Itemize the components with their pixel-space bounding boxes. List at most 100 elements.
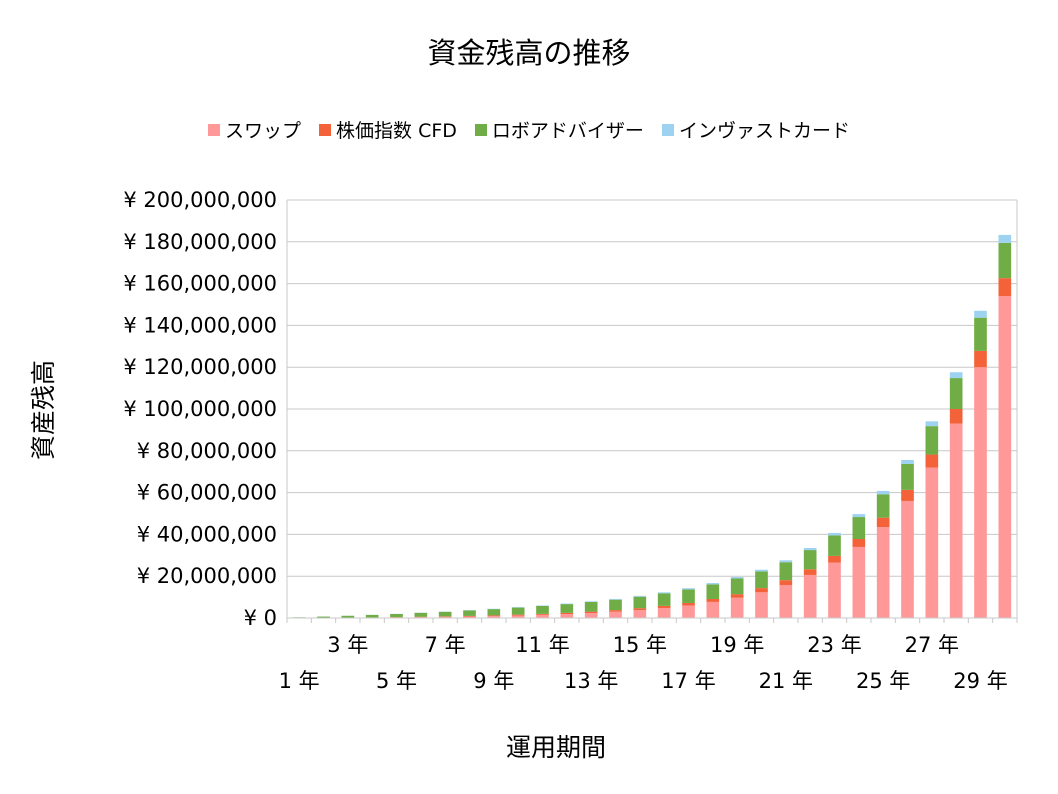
bar-3 [438,611,452,617]
bar-1 [949,423,963,618]
bar-1 [487,616,501,618]
x-tick-label: 1 年 [279,669,320,693]
bar-2 [706,598,720,602]
bar-4 [901,459,914,464]
bar-3 [536,605,549,614]
bar-1 [536,614,549,618]
bar-3 [463,610,476,616]
x-tick-label: 7 年 [425,633,466,657]
x-tick-label: 11 年 [515,633,569,657]
y-tick-label: ¥ 180,000,000 [123,230,277,254]
y-axis-label: 資産残高 [29,359,58,460]
y-tick-label: ¥ 160,000,000 [123,272,277,296]
bar-2 [584,611,598,613]
x-tick-label: 5 年 [376,669,417,693]
bar-2 [974,350,987,368]
bar-1 [828,562,841,618]
bar-4 [852,514,866,518]
bar-1 [584,612,598,618]
bar-4 [949,372,963,379]
bar-1 [511,615,525,618]
y-tick-label: ¥ 40,000,000 [137,522,277,546]
bar-3 [682,589,695,603]
x-tick-label: 15 年 [613,633,667,657]
x-tick-label: 3 年 [327,633,368,657]
bar-2 [511,614,525,616]
bar-3 [390,613,403,618]
bar-1 [609,611,622,618]
bar-3 [609,599,622,611]
bar-2 [779,580,793,585]
bar-4 [755,569,768,572]
legend-item: インヴァストカード [661,116,850,143]
bar-1 [876,527,890,618]
bar-1 [463,616,476,618]
legend-label: インヴァストカード [678,120,850,142]
bar-4 [730,577,744,579]
bar-1 [925,467,939,618]
legend-item: ロボアドバイザー [474,116,644,143]
bar-4 [584,601,598,603]
bar-2 [949,409,963,424]
y-tick-label: ¥ 60,000,000 [137,481,277,505]
bar-3 [949,378,963,409]
bar-3 [925,426,939,455]
legend-item: スワップ [208,116,301,143]
bar-3 [341,615,355,618]
bar-3 [317,616,330,618]
legend: スワップ 株価指数 CFD ロボアドバイザー インヴァストカード [0,116,1058,143]
bar-2 [998,278,1012,297]
bar-1 [633,610,647,618]
bar-3 [998,242,1012,279]
bar-3 [560,604,574,613]
bar-1 [901,500,914,618]
bar-4 [925,421,939,427]
bar-4 [974,310,987,318]
legend-item: 株価指数 CFD [319,116,457,143]
y-tick-label: ¥ 20,000,000 [137,564,277,588]
legend-label: スワップ [225,120,302,142]
bar-1 [755,592,768,618]
x-tick-label: 13 年 [564,669,618,693]
y-tick-label: ¥ 80,000,000 [137,439,277,463]
bar-1 [438,616,452,618]
bar-3 [901,463,914,490]
bar-1 [560,614,574,618]
bar-2 [852,538,866,547]
bar-2 [925,454,939,468]
bar-2 [487,615,501,617]
bar-4 [657,592,671,594]
bar-4 [560,603,574,605]
bar-2 [633,608,647,611]
bar-1 [852,546,866,618]
bar-1 [706,601,720,618]
y-tick-label: ¥ 140,000,000 [123,313,277,337]
bar-2 [560,612,574,615]
bar-3 [706,584,720,599]
bar-2 [876,517,890,528]
y-tick-label: ¥ 100,000,000 [123,397,277,421]
y-tick-label: ¥ 200,000,000 [123,188,277,212]
bar-3 [755,571,768,589]
bar-2 [828,555,841,563]
x-tick-label: 19 年 [710,633,764,657]
x-tick-label: 29 年 [953,669,1007,693]
bar-4 [536,605,549,606]
bar-4 [803,547,817,551]
bar-4 [998,234,1012,243]
bar-4 [609,598,622,600]
legend-swatch [208,123,221,136]
bar-1 [998,296,1012,618]
bar-1 [803,574,817,618]
bar-4 [633,595,647,597]
bar-4 [876,490,890,495]
bar-3 [779,562,793,581]
bar-1 [730,597,744,618]
bar-4 [682,588,695,590]
bar-1 [682,605,695,618]
bar-3 [730,578,744,595]
bar-3 [584,602,598,612]
bar-2 [803,569,817,575]
bar-1 [974,367,987,618]
